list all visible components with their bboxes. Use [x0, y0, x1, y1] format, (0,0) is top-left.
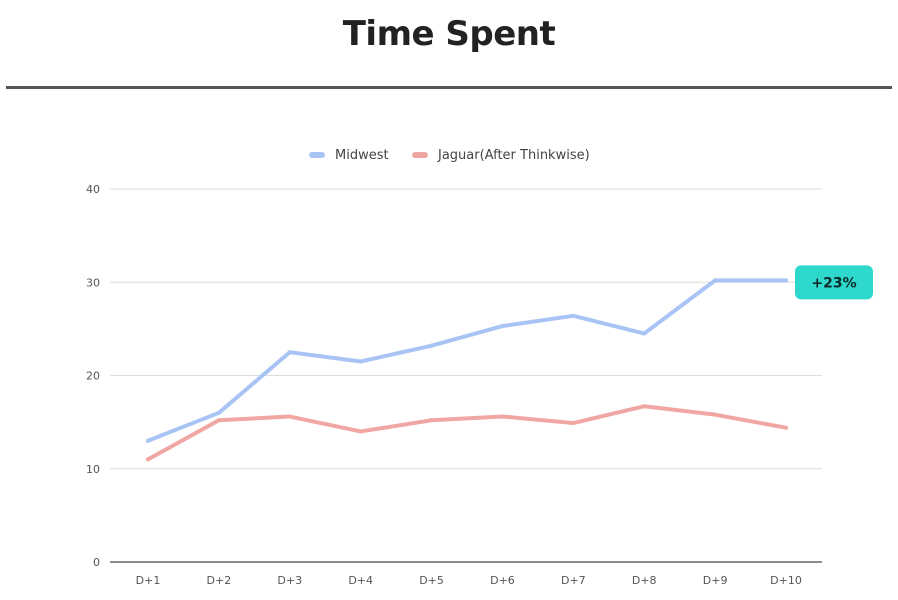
data-point — [500, 324, 505, 329]
x-tick-label: D+9 — [703, 574, 728, 587]
growth-badge — [795, 265, 873, 300]
data-point — [713, 412, 718, 417]
x-tick-label: D+3 — [277, 574, 302, 587]
data-point — [146, 438, 150, 443]
data-point — [571, 421, 576, 426]
data-point — [287, 350, 292, 355]
legend-swatch — [309, 152, 325, 158]
x-tick-label: D+8 — [632, 574, 657, 587]
growth-badge-label: +23% — [811, 275, 856, 291]
x-tick-label: D+4 — [348, 574, 373, 587]
data-point — [358, 359, 363, 364]
y-tick-label: 30 — [86, 276, 100, 289]
data-point — [642, 331, 647, 336]
y-tick-label: 10 — [86, 463, 100, 476]
data-point — [571, 313, 576, 318]
data-point — [642, 404, 647, 409]
x-tick-label: D+5 — [419, 574, 444, 587]
data-point — [713, 278, 718, 283]
page-title: Time Spent — [342, 14, 556, 54]
series-line-1 — [146, 278, 788, 443]
y-tick-label: 0 — [93, 556, 100, 569]
data-point — [784, 278, 788, 283]
series-line-2 — [146, 404, 788, 462]
title-divider — [6, 86, 892, 89]
data-point — [146, 457, 150, 462]
x-tick-label: D+6 — [490, 574, 515, 587]
legend-label: Midwest — [335, 148, 389, 163]
data-point — [358, 429, 363, 434]
data-point — [429, 343, 434, 348]
data-point — [216, 418, 221, 423]
y-tick-label: 20 — [86, 370, 100, 383]
x-tick-label: D+2 — [207, 574, 232, 587]
y-tick-label: 40 — [86, 183, 100, 196]
data-point — [216, 410, 221, 415]
legend-swatch — [412, 152, 428, 158]
legend-label: Jaguar(After Thinkwise) — [437, 148, 590, 163]
x-tick-label: D+7 — [561, 574, 586, 587]
data-point — [287, 414, 292, 419]
x-tick-label: D+1 — [136, 574, 161, 587]
data-point — [500, 414, 505, 419]
data-point — [429, 418, 434, 423]
data-point — [784, 425, 788, 430]
x-tick-label: D+10 — [770, 574, 802, 587]
